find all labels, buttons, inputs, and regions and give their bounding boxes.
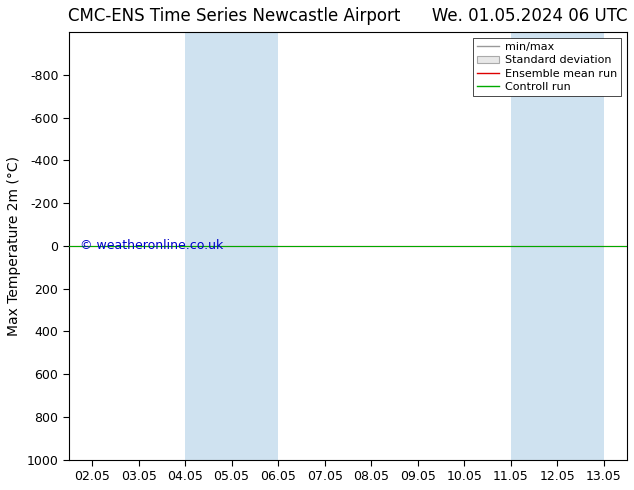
Bar [511,32,604,460]
Title: CMC-ENS Time Series Newcastle Airport      We. 01.05.2024 06 UTC: CMC-ENS Time Series Newcastle Airport We… [68,7,628,25]
Y-axis label: Max Temperature 2m (°C): Max Temperature 2m (°C) [7,156,21,336]
Bar [185,32,278,460]
Legend: min/max, Standard deviation, Ensemble mean run, Controll run: min/max, Standard deviation, Ensemble me… [472,38,621,97]
Text: © weatheronline.co.uk: © weatheronline.co.uk [80,239,223,252]
